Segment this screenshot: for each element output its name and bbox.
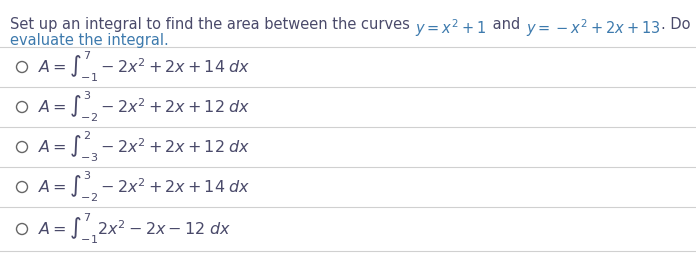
Text: $A = \int_{-3}^{2} -2x^2 + 2x + 12 \; dx$: $A = \int_{-3}^{2} -2x^2 + 2x + 12 \; dx… (38, 130, 251, 164)
Text: . Do not: . Do not (661, 17, 696, 32)
Text: $A = \int_{-2}^{3} -2x^2 + 2x + 14 \; dx$: $A = \int_{-2}^{3} -2x^2 + 2x + 14 \; dx… (38, 170, 251, 204)
Text: $A = \int_{-1}^{7} 2x^2 - 2x - 12 \; dx$: $A = \int_{-1}^{7} 2x^2 - 2x - 12 \; dx$ (38, 212, 231, 246)
Text: evaluate the integral.: evaluate the integral. (10, 33, 168, 48)
Text: $y = -x^2 + 2x + 13$: $y = -x^2 + 2x + 13$ (525, 17, 660, 39)
Text: $A = \int_{-1}^{7} -2x^2 + 2x + 14 \; dx$: $A = \int_{-1}^{7} -2x^2 + 2x + 14 \; dx… (38, 50, 251, 84)
Text: and: and (488, 17, 525, 32)
Text: $y = x^2 + 1$: $y = x^2 + 1$ (416, 17, 487, 39)
Text: $A = \int_{-2}^{3} -2x^2 + 2x + 12 \; dx$: $A = \int_{-2}^{3} -2x^2 + 2x + 12 \; dx… (38, 90, 251, 124)
Text: Set up an integral to find the area between the curves: Set up an integral to find the area betw… (10, 17, 415, 32)
